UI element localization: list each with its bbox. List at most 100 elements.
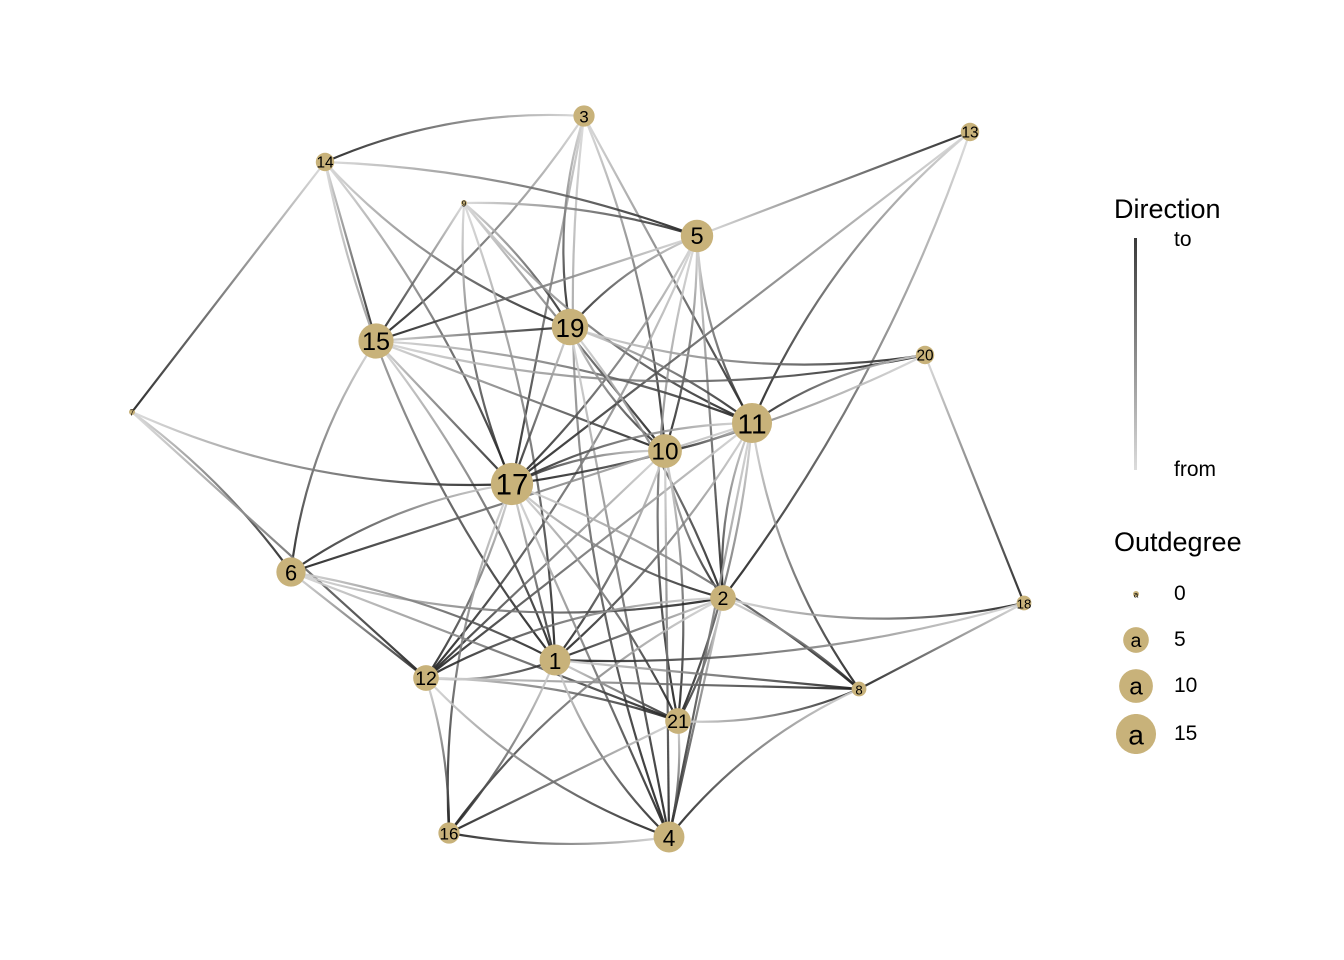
edge-3-to-17 (510, 115, 586, 485)
node-10-marker (648, 434, 682, 468)
node-6-label: 6 (285, 561, 297, 586)
edge-13-to-17 (511, 131, 971, 485)
node-20[interactable]: 20 (915, 345, 935, 365)
edge-3-to-19 (562, 115, 586, 328)
outdegree-key-15-label: 15 (1174, 722, 1198, 745)
edge-21-to-8 (677, 687, 860, 723)
node-16[interactable]: 16 (438, 822, 460, 844)
edge-12-to-16 (424, 677, 451, 834)
edge-12-to-4 (425, 677, 670, 839)
node-1[interactable]: 1 (539, 644, 571, 676)
edge-21-to-4 (667, 720, 681, 838)
node-8-label: 8 (855, 683, 862, 698)
edge-2-to-8 (722, 597, 860, 690)
edge-5-to-15 (375, 234, 698, 343)
node-9-label: 9 (462, 200, 467, 209)
node-15-marker (358, 323, 394, 359)
edge-1-to-4 (553, 659, 670, 838)
edge-5-to-13 (696, 130, 971, 238)
node-1-label: 1 (549, 648, 562, 674)
edge-15-to-1 (375, 340, 557, 661)
edge-12-to-8 (425, 676, 860, 691)
edge-1-to-8 (554, 658, 860, 691)
edge-17-to-21 (511, 483, 679, 722)
node-7[interactable]: 7 (129, 409, 135, 418)
edge-11-to-1 (554, 422, 753, 661)
edge-14-to-7 (131, 161, 326, 413)
node-19[interactable]: 19 (551, 308, 589, 346)
edge-9-to-11 (463, 202, 753, 425)
edge-17-to-8 (511, 482, 860, 690)
outdegree-key-0-label: 0 (1174, 582, 1186, 605)
node-11[interactable]: 11 (731, 402, 773, 444)
node-14[interactable]: 14 (315, 152, 335, 172)
outdegree-key-15-symbol: a (1115, 714, 1157, 754)
node-1-marker (539, 644, 571, 676)
node-12-label: 12 (415, 668, 437, 690)
node-8-marker (851, 681, 867, 697)
edge-5-to-21 (656, 235, 699, 722)
edge-7-to-12 (131, 411, 427, 679)
node-18[interactable]: 18 (1016, 595, 1032, 612)
direction-to-label: to (1174, 228, 1192, 251)
edge-6-to-2 (290, 570, 724, 614)
edge-11-to-17 (511, 421, 753, 485)
node-7-label: 7 (130, 409, 135, 418)
outdegree-key-10: a 10 (1110, 666, 1310, 706)
edge-layer (131, 113, 1026, 845)
node-3-marker (573, 105, 595, 127)
node-15-label: 15 (362, 328, 390, 356)
node-9[interactable]: 9 (461, 200, 467, 209)
legend: Direction to from Outdegree a 0 a 5 a 10 a 15 (1110, 192, 1330, 772)
node-10[interactable]: 10 (648, 434, 682, 468)
node-4[interactable]: 4 (653, 821, 685, 853)
edge-5-to-19 (569, 234, 698, 328)
node-21[interactable]: 21 (665, 708, 691, 734)
edge-7-to-6 (131, 411, 292, 573)
outdegree-key-5-symbol: a (1123, 627, 1149, 653)
svg-text:a: a (1129, 674, 1143, 701)
node-13-label: 13 (961, 125, 978, 142)
edge-14-to-5 (324, 160, 698, 238)
edge-8-to-4 (668, 687, 860, 838)
outdegree-key-15: a 15 (1110, 714, 1310, 754)
edge-14-to-17 (324, 161, 514, 485)
node-5-label: 5 (690, 224, 703, 250)
node-11-marker (731, 402, 773, 444)
node-15[interactable]: 15 (358, 323, 394, 359)
edge-5-to-2 (695, 235, 725, 599)
node-12[interactable]: 12 (413, 665, 439, 691)
edge-9-to-17 (461, 202, 514, 485)
edge-9-to-5 (463, 201, 698, 238)
node-13[interactable]: 13 (960, 122, 980, 142)
node-6[interactable]: 6 (276, 557, 306, 587)
node-3[interactable]: 3 (573, 105, 595, 127)
edge-3-to-10 (582, 115, 667, 452)
node-10-label: 10 (651, 439, 678, 466)
node-20-label: 20 (916, 348, 933, 365)
edge-20-to-18 (923, 354, 1026, 604)
node-2[interactable]: 2 (710, 585, 736, 611)
node-7-marker (129, 409, 135, 415)
node-14-label: 14 (316, 155, 334, 172)
node-17-marker (490, 462, 534, 506)
edge-9-to-19 (463, 202, 571, 328)
edge-7-to-17 (131, 410, 513, 487)
svg-text:a: a (1131, 630, 1142, 652)
node-17[interactable]: 17 (490, 462, 534, 506)
edge-11-to-4 (667, 422, 754, 838)
edge-19-to-4 (568, 326, 671, 838)
node-18-marker (1016, 595, 1032, 611)
edge-18-to-1 (554, 601, 1025, 663)
edge-17-to-2 (511, 483, 724, 600)
node-16-label: 16 (440, 825, 459, 844)
node-11-label: 11 (737, 409, 766, 440)
edge-19-to-11 (569, 325, 753, 424)
edge-18-to-8 (858, 602, 1025, 690)
node-5[interactable]: 5 (680, 219, 714, 253)
edge-5-to-10 (663, 235, 699, 452)
edge-2-to-18 (722, 596, 1025, 620)
node-8[interactable]: 8 (851, 681, 867, 698)
node-2-label: 2 (718, 588, 729, 610)
